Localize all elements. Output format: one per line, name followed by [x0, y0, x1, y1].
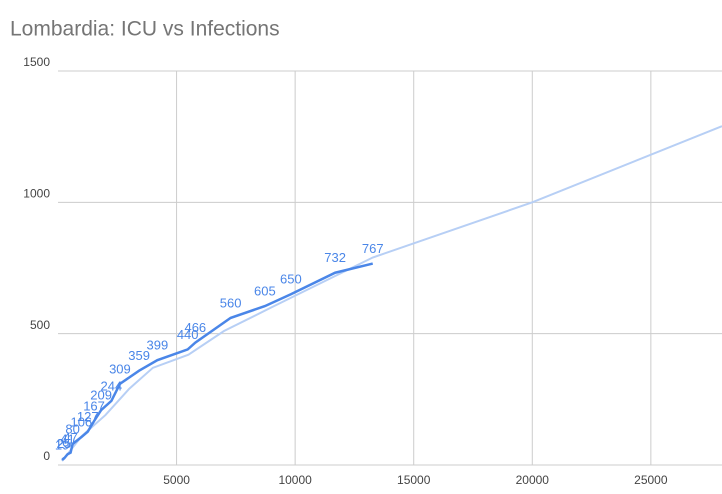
series-line — [61, 262, 374, 461]
data-label: 650 — [280, 272, 302, 287]
series-line — [61, 125, 722, 462]
data-label: 440 — [177, 327, 199, 342]
x-tick-label: 15000 — [397, 473, 431, 487]
data-label: 209 — [90, 388, 112, 403]
y-tick-label: 0 — [43, 449, 50, 463]
data-label: 25 — [56, 436, 70, 451]
data-label: 41 — [60, 432, 74, 447]
x-tick-label: 25000 — [634, 473, 668, 487]
y-tick-label: 1000 — [23, 187, 50, 201]
data-label: 127 — [77, 409, 99, 424]
data-label: 560 — [220, 295, 242, 310]
data-label: 244 — [101, 378, 123, 393]
data-label: 466 — [184, 320, 206, 335]
x-tick-label: 5000 — [163, 473, 190, 487]
data-label: 309 — [109, 361, 131, 376]
data-label: 732 — [324, 250, 346, 265]
data-label: 106 — [70, 415, 92, 430]
data-label: 25 — [57, 436, 71, 451]
data-label: 605 — [254, 284, 276, 299]
data-label: 80 — [65, 421, 79, 436]
data-label: 167 — [83, 399, 105, 414]
data-label: 399 — [146, 338, 168, 353]
data-label: 359 — [128, 348, 150, 363]
chart-title: Lombardia: ICU vs Infections — [10, 18, 280, 41]
x-tick-label: 20000 — [516, 473, 550, 487]
y-tick-label: 500 — [30, 318, 50, 332]
data-label: 47 — [63, 430, 77, 445]
data-label: 767 — [362, 241, 384, 256]
x-tick-label: 10000 — [278, 473, 312, 487]
y-tick-label: 1500 — [23, 55, 50, 69]
data-label: 19 — [55, 437, 69, 452]
